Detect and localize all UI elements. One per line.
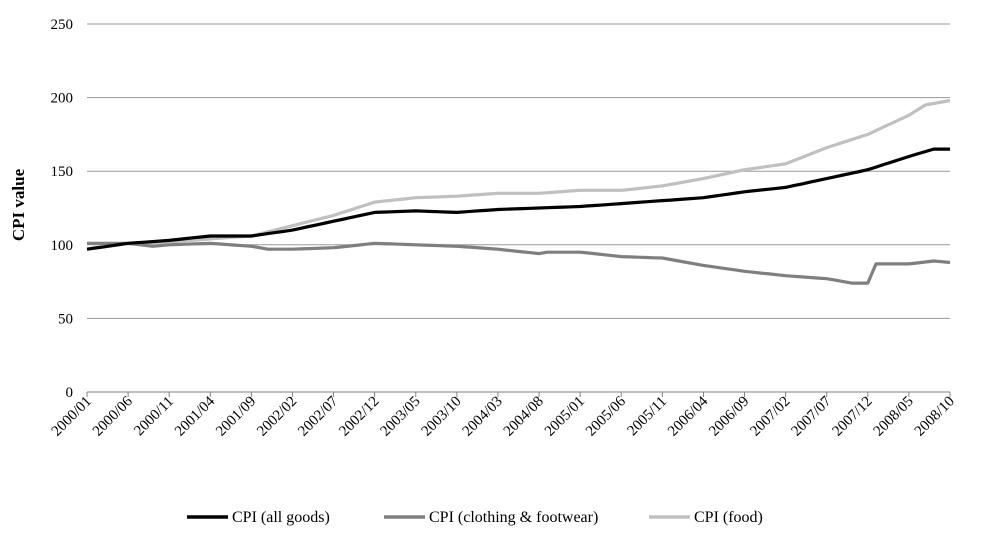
x-tick-label: 2008/10 (912, 394, 958, 440)
x-axis-ticks: 2000/012000/062000/112001/042001/092002/… (49, 392, 958, 440)
series-line (86, 98, 951, 251)
x-tick-label: 2003/10 (419, 394, 465, 440)
legend-label: CPI (food) (694, 509, 763, 526)
x-tick-label: 2005/01 (542, 394, 588, 440)
legend-label: CPI (clothing & footwear) (429, 509, 598, 526)
x-tick-label: 2000/06 (90, 393, 136, 439)
x-tick-label: 2000/11 (131, 394, 177, 440)
y-tick-label: 50 (58, 311, 73, 327)
x-tick-label: 2006/04 (665, 393, 711, 439)
y-axis-ticks: 0 50 100 150 200 250 (51, 17, 74, 401)
x-tick-label: 2005/06 (583, 393, 629, 439)
x-tick-label: 2002/07 (295, 393, 341, 439)
x-tick-label: 2007/02 (747, 394, 793, 440)
x-tick-label: 2002/12 (336, 394, 382, 440)
y-tick-label: 200 (51, 91, 74, 107)
y-tick-label: 150 (51, 164, 74, 180)
y-tick-label: 100 (51, 238, 74, 254)
x-tick-label: 2005/11 (624, 394, 670, 440)
x-tick-label: 2008/05 (871, 394, 917, 440)
x-tick-label: 2006/09 (706, 394, 752, 440)
series-line (87, 241, 951, 285)
x-tick-label: 2004/03 (460, 394, 506, 440)
x-tick-label: 2002/02 (254, 394, 300, 440)
y-axis-label: CPI value (9, 168, 28, 241)
y-tick-label: 250 (51, 17, 74, 33)
legend: CPI (all goods) CPI (clothing & footwear)… (187, 509, 763, 526)
y-tick-label: 0 (66, 385, 74, 401)
x-tick-label: 2004/08 (501, 394, 547, 440)
legend-label: CPI (all goods) (232, 509, 330, 526)
x-tick-label: 2001/04 (172, 393, 218, 439)
x-tick-label: 2003/05 (378, 394, 424, 440)
x-tick-label: 2001/09 (213, 394, 259, 440)
x-tick-label: 2007/07 (788, 393, 834, 439)
series-line (86, 147, 950, 251)
x-tick-label: 2007/12 (830, 394, 876, 440)
series-lines (86, 98, 951, 285)
